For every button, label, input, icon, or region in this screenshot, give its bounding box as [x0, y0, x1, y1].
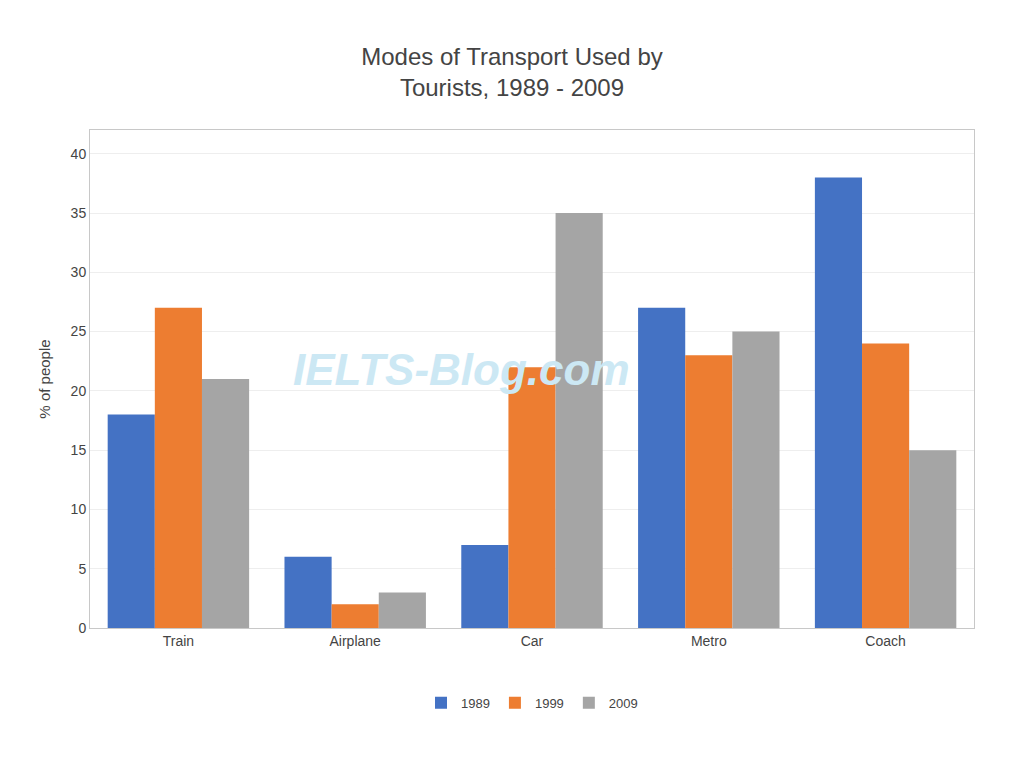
svg-text:10: 10 — [71, 501, 87, 517]
svg-text:% of people: % of people — [36, 339, 53, 418]
svg-text:15: 15 — [71, 442, 87, 458]
svg-text:Modes of Transport Used byTour: Modes of Transport Used byTourists, 1989… — [361, 43, 662, 101]
svg-text:Train: Train — [163, 633, 194, 649]
svg-text:0: 0 — [78, 620, 86, 636]
svg-text:25: 25 — [71, 323, 87, 339]
svg-text:5: 5 — [78, 561, 86, 577]
svg-text:IELTS-Blog.com: IELTS-Blog.com — [293, 345, 630, 394]
svg-text:Coach: Coach — [865, 633, 905, 649]
svg-text:Metro: Metro — [691, 633, 727, 649]
svg-text:Airplane: Airplane — [330, 633, 382, 649]
svg-text:40: 40 — [71, 146, 87, 162]
svg-text:1999: 1999 — [535, 696, 564, 711]
svg-text:Car: Car — [521, 633, 544, 649]
svg-text:2009: 2009 — [609, 696, 638, 711]
svg-text:20: 20 — [71, 383, 87, 399]
svg-text:30: 30 — [71, 264, 87, 280]
svg-text:35: 35 — [71, 205, 87, 221]
svg-text:1989: 1989 — [461, 696, 490, 711]
